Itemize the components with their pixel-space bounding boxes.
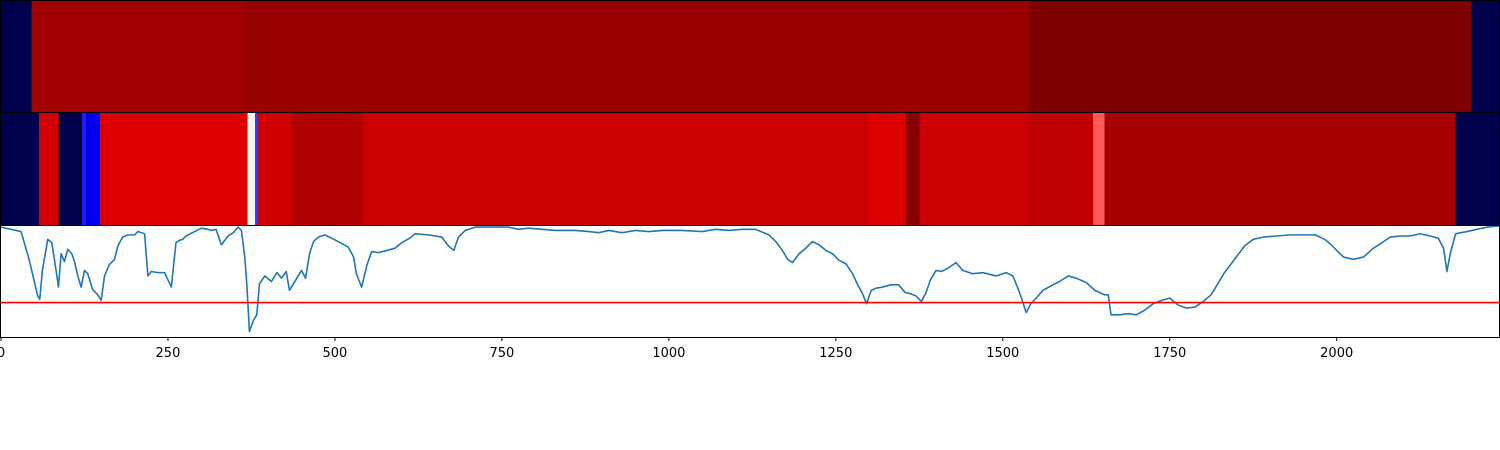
middle-heatmap-segment xyxy=(362,113,870,225)
series-line xyxy=(1,226,1499,333)
middle-heatmap-segment xyxy=(257,113,292,225)
x-tick-label: 500 xyxy=(323,346,348,361)
middle-heatmap-segment xyxy=(1455,113,1500,225)
top-heatmap-segment xyxy=(242,1,1030,112)
x-tick-label: 0 xyxy=(0,346,5,361)
x-tick-label: 250 xyxy=(156,346,181,361)
top-heatmap-segment xyxy=(31,1,244,112)
x-tick-label: 1750 xyxy=(1153,346,1186,361)
middle-heatmap-segment xyxy=(1027,113,1094,225)
middle-heatmap-segment xyxy=(868,113,907,225)
middle-heatmap-strip xyxy=(0,112,1500,226)
top-heatmap-segment xyxy=(1,1,33,112)
line-panel-background xyxy=(1,226,1499,337)
top-heatmap-strip xyxy=(0,0,1500,113)
middle-heatmap-segment xyxy=(58,113,83,225)
middle-heatmap-segment xyxy=(254,113,258,225)
x-tick-label: 1500 xyxy=(986,346,1019,361)
middle-heatmap-segment xyxy=(1,113,40,225)
middle-heatmap-segment xyxy=(919,113,1028,225)
middle-heatmap-segment xyxy=(247,113,256,225)
x-tick-label: 2000 xyxy=(1320,346,1353,361)
x-axis: 0 250 500 750 1000 1250 1500 1750 2000 xyxy=(0,337,1353,361)
top-heatmap-segment xyxy=(1029,1,1473,112)
middle-heatmap-segment xyxy=(81,113,87,225)
middle-heatmap-segment xyxy=(905,113,920,225)
x-tick-label: 1000 xyxy=(652,346,685,361)
middle-heatmap-segment xyxy=(99,113,248,225)
middle-heatmap-segment xyxy=(85,113,101,225)
line-plot-panel xyxy=(0,225,1500,338)
middle-heatmap-segment xyxy=(1092,113,1105,225)
middle-heatmap-segment xyxy=(39,113,59,225)
middle-heatmap-segment xyxy=(290,113,363,225)
middle-heatmap-segment xyxy=(1104,113,1457,225)
x-tick-label: 1250 xyxy=(819,346,852,361)
top-heatmap-segment xyxy=(1471,1,1500,112)
x-tick-label: 750 xyxy=(489,346,514,361)
